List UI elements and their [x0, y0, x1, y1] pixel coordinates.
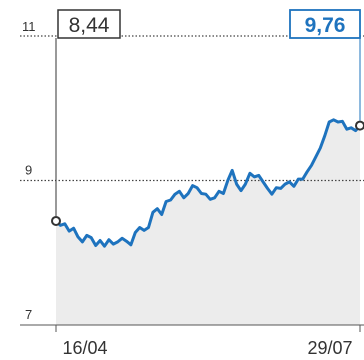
- y-tick-label-11: 11: [22, 19, 36, 34]
- end-value-box: [289, 9, 361, 39]
- y-tick-label-7: 7: [25, 307, 32, 322]
- start-value-label: 8,44: [69, 14, 110, 37]
- series-line: [54, 118, 362, 248]
- y-tick-label-9: 9: [25, 163, 32, 178]
- start-point-marker: [51, 215, 61, 226]
- end-value-label: 9,76: [305, 14, 346, 37]
- end-point-marker: [355, 120, 364, 131]
- area-fill: [56, 119, 360, 325]
- x-tick-label-end: 29/07: [307, 338, 352, 358]
- x-tick-label-start: 16/04: [62, 338, 107, 358]
- start-value-box: [57, 9, 121, 39]
